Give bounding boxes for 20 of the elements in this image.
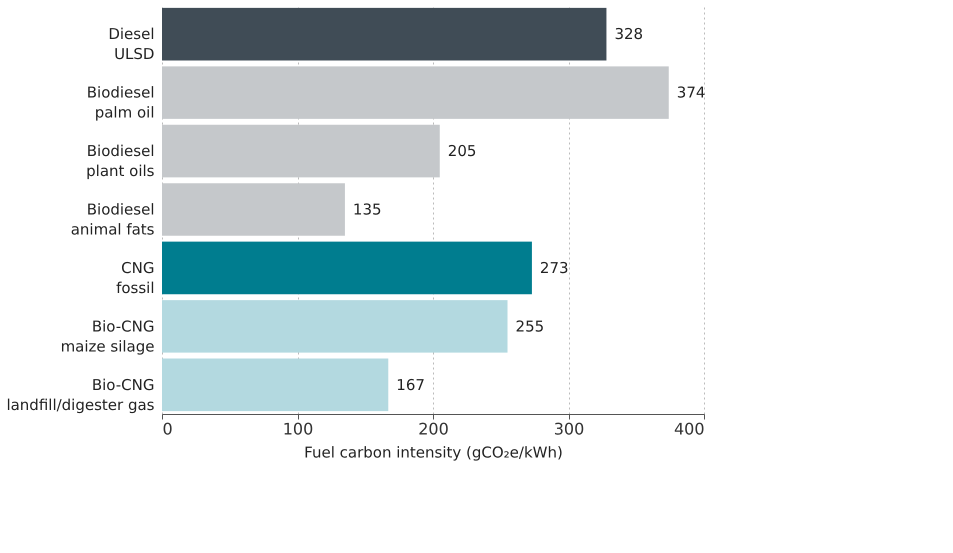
- y-tick-label: Diesel ULSD: [108, 25, 154, 64]
- data-label: 205: [448, 142, 476, 160]
- data-label: 167: [396, 376, 425, 394]
- y-tick-label: Biodiesel plant oils: [86, 142, 155, 180]
- x-axis-title: Fuel carbon intensity (gCO₂e/kWh): [304, 444, 563, 462]
- data-label: 273: [540, 258, 569, 277]
- data-label: 328: [614, 25, 644, 44]
- data-label: 374: [676, 84, 706, 102]
- x-tick-label: 300: [554, 420, 584, 438]
- x-tick-label: 100: [282, 420, 314, 438]
- data-label: 255: [516, 317, 544, 336]
- y-tick-label: CNG fossil: [116, 258, 154, 297]
- y-tick-label: Biodiesel animal fats: [70, 200, 155, 238]
- x-tick-label: 400: [674, 420, 704, 438]
- y-tick-label: Bio-CNG landfill/digester gas: [6, 376, 155, 414]
- x-tick-label: 0: [162, 420, 173, 438]
- y-tick-label: Biodiesel palm oil: [86, 84, 154, 122]
- y-tick-label: Bio-CNG maize silage: [60, 317, 154, 356]
- x-tick-label: 200: [418, 420, 449, 438]
- data-label: 135: [352, 200, 382, 218]
